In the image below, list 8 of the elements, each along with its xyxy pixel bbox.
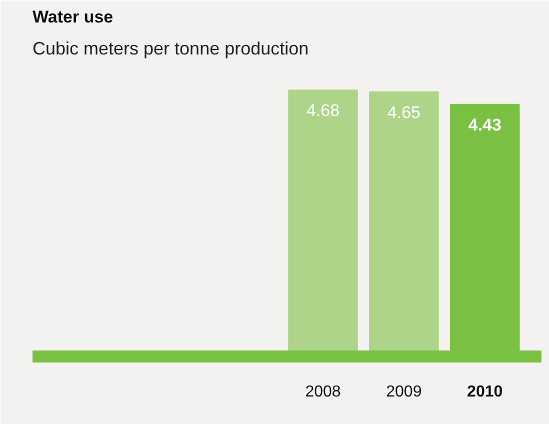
text: Water use [32,8,114,26]
data-label: 4.43 [468,115,502,134]
chart-subtitle: Cubic meters per tonne production [32,38,309,58]
x-tick-label: 2010 [467,384,503,401]
data-label: 4.68 [306,101,340,120]
data-label: 4.65 [387,102,420,122]
x-tick-label: 2009 [386,384,422,401]
x-tick-label: 2008 [305,384,341,401]
